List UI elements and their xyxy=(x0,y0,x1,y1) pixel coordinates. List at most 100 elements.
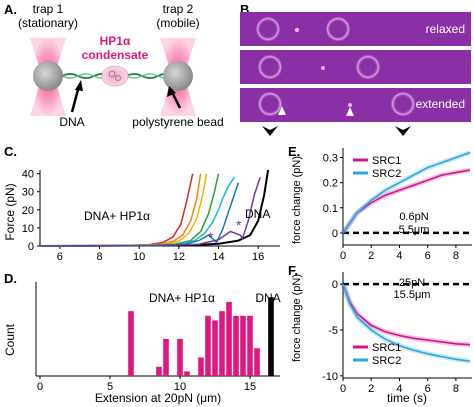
d-bar xyxy=(233,315,239,376)
bead-image xyxy=(255,16,281,42)
panel-f: F. force change (pN) 0 -5 -10 0 2 4 6 8 25pN 1… xyxy=(288,263,472,405)
c-label-dna: DNA xyxy=(245,207,270,221)
condensate-coil-2 xyxy=(115,75,121,81)
d-bar xyxy=(128,311,134,376)
c-xtick-label: 12 xyxy=(173,251,185,263)
d-xtick-label: 10 xyxy=(174,381,186,393)
e-ytick-label: 0.2 xyxy=(323,178,338,190)
bead-image xyxy=(355,54,381,80)
panel-c: C. Force (pN) 0 10 20 30 40 6 8 10 12 14 16 DNA+ … xyxy=(3,144,280,263)
condensate-drop xyxy=(101,65,129,87)
f-ref-ext: 15.5μm xyxy=(394,289,431,301)
bead-left xyxy=(33,61,63,91)
c-series-dna xyxy=(39,169,270,247)
c-ytick-label: 40 xyxy=(22,169,34,181)
e-ylabel: force change (pN) xyxy=(291,156,303,244)
panel-e: E. force change (pN) 0 0.1 0.2 0.3 0 2 4 6 8 SR… xyxy=(288,144,472,262)
f-ytick-label: 0 xyxy=(332,279,338,291)
trap1-sublabel: (stationary) xyxy=(18,16,78,30)
c-xtick-label: 10 xyxy=(133,251,145,263)
d-xtick-label: 15 xyxy=(244,381,256,393)
d-bars xyxy=(128,297,274,376)
f-series-src1 xyxy=(342,283,471,346)
c-star-2: * xyxy=(236,217,242,233)
panel-d-letter: D. xyxy=(4,271,17,286)
bead-pointer-right xyxy=(395,126,411,136)
d-label-dna: DNA xyxy=(255,291,280,305)
trap2-label: trap 2 xyxy=(163,2,194,16)
condensate-coil xyxy=(108,70,116,78)
c-ytick-label: 0 xyxy=(28,241,34,253)
c-xtick-label: 6 xyxy=(57,251,63,263)
bead-image xyxy=(257,54,283,80)
f-xtick-label: 4 xyxy=(396,383,402,395)
dna-label: DNA xyxy=(59,115,84,129)
f-legend-src1: SRC1 xyxy=(372,342,401,354)
panel-c-letter: C. xyxy=(4,144,17,159)
d-ylabel: Count xyxy=(3,323,17,356)
f-xtick-label: 2 xyxy=(368,383,374,395)
c-ytick-label: 30 xyxy=(22,187,34,199)
condensate-label: HP1α xyxy=(100,34,131,48)
c-xtick-label: 8 xyxy=(96,251,102,263)
panel-d: D. Count 0 5 10 15 DNA+ HP1α DNA Extension … xyxy=(3,271,281,405)
panel-e-letter: E. xyxy=(288,144,300,159)
condensate-spot xyxy=(321,66,325,70)
e-ytick-label: 0 xyxy=(332,228,338,240)
e-series-src2 xyxy=(342,151,471,234)
f-xtick-label: 6 xyxy=(425,383,431,395)
bead-arrow-head xyxy=(167,86,176,97)
triangle-marker xyxy=(278,106,286,115)
strip-label-relaxed: relaxed xyxy=(426,22,465,36)
f-yticks: 0 -5 -10 xyxy=(322,279,343,383)
panel-b: B. relaxed extended xyxy=(240,2,471,136)
f-series-src2 xyxy=(342,283,471,362)
e-lines xyxy=(340,150,471,235)
e-ytick-label: 0.3 xyxy=(323,153,338,165)
d-bar xyxy=(240,315,246,376)
bead-image xyxy=(390,91,416,117)
trap2-sublabel: (mobile) xyxy=(156,16,199,30)
triangle-marker xyxy=(346,107,354,116)
d-bar xyxy=(198,357,204,376)
e-xtick-label: 8 xyxy=(453,250,459,262)
condensate-spot xyxy=(348,103,352,107)
f-ytick-label: -10 xyxy=(322,371,338,383)
strip-label-extended: extended xyxy=(416,97,465,111)
f-ref-force: 25pN xyxy=(399,277,425,289)
d-bar xyxy=(247,315,253,376)
c-ytick-label: 10 xyxy=(22,223,34,235)
e-xtick-label: 2 xyxy=(368,250,374,262)
c-xticks: 6 8 10 12 14 16 xyxy=(57,246,264,263)
bead-label: polystyrene bead xyxy=(132,115,223,129)
d-bar xyxy=(254,348,260,376)
condensate-sublabel: condensate xyxy=(82,48,149,62)
dna-arrow-head xyxy=(75,80,83,91)
f-xticks: 0 2 4 6 8 xyxy=(340,378,459,395)
d-bar xyxy=(184,371,190,376)
e-xtick-label: 0 xyxy=(340,250,346,262)
d-xticks: 0 5 10 15 xyxy=(37,376,256,393)
bead-right xyxy=(163,61,193,91)
d-bar xyxy=(226,301,232,376)
f-xtick-label: 0 xyxy=(340,383,346,395)
c-yticks: 0 10 20 30 40 xyxy=(22,169,40,253)
c-ylabel: Force (pN) xyxy=(3,183,17,240)
d-bar xyxy=(177,338,183,376)
f-xtick-label: 8 xyxy=(453,383,459,395)
e-ytick-label: 0.1 xyxy=(323,203,338,215)
e-legend-src2: SRC2 xyxy=(372,168,401,180)
e-legend-src1: SRC1 xyxy=(372,155,401,167)
d-bar xyxy=(156,366,162,376)
bead-pointer-left xyxy=(262,126,278,136)
e-ref-ext: 5.5μm xyxy=(399,224,430,236)
d-bar xyxy=(212,320,218,376)
c-xtick-label: 14 xyxy=(212,251,224,263)
d-bar xyxy=(219,311,225,376)
c-xtick-label: 16 xyxy=(252,251,264,263)
d-label-dna-hp1: DNA+ HP1α xyxy=(149,291,215,305)
f-ytick-label: -5 xyxy=(328,325,338,337)
bead-image xyxy=(257,91,283,117)
f-lines xyxy=(340,282,471,364)
